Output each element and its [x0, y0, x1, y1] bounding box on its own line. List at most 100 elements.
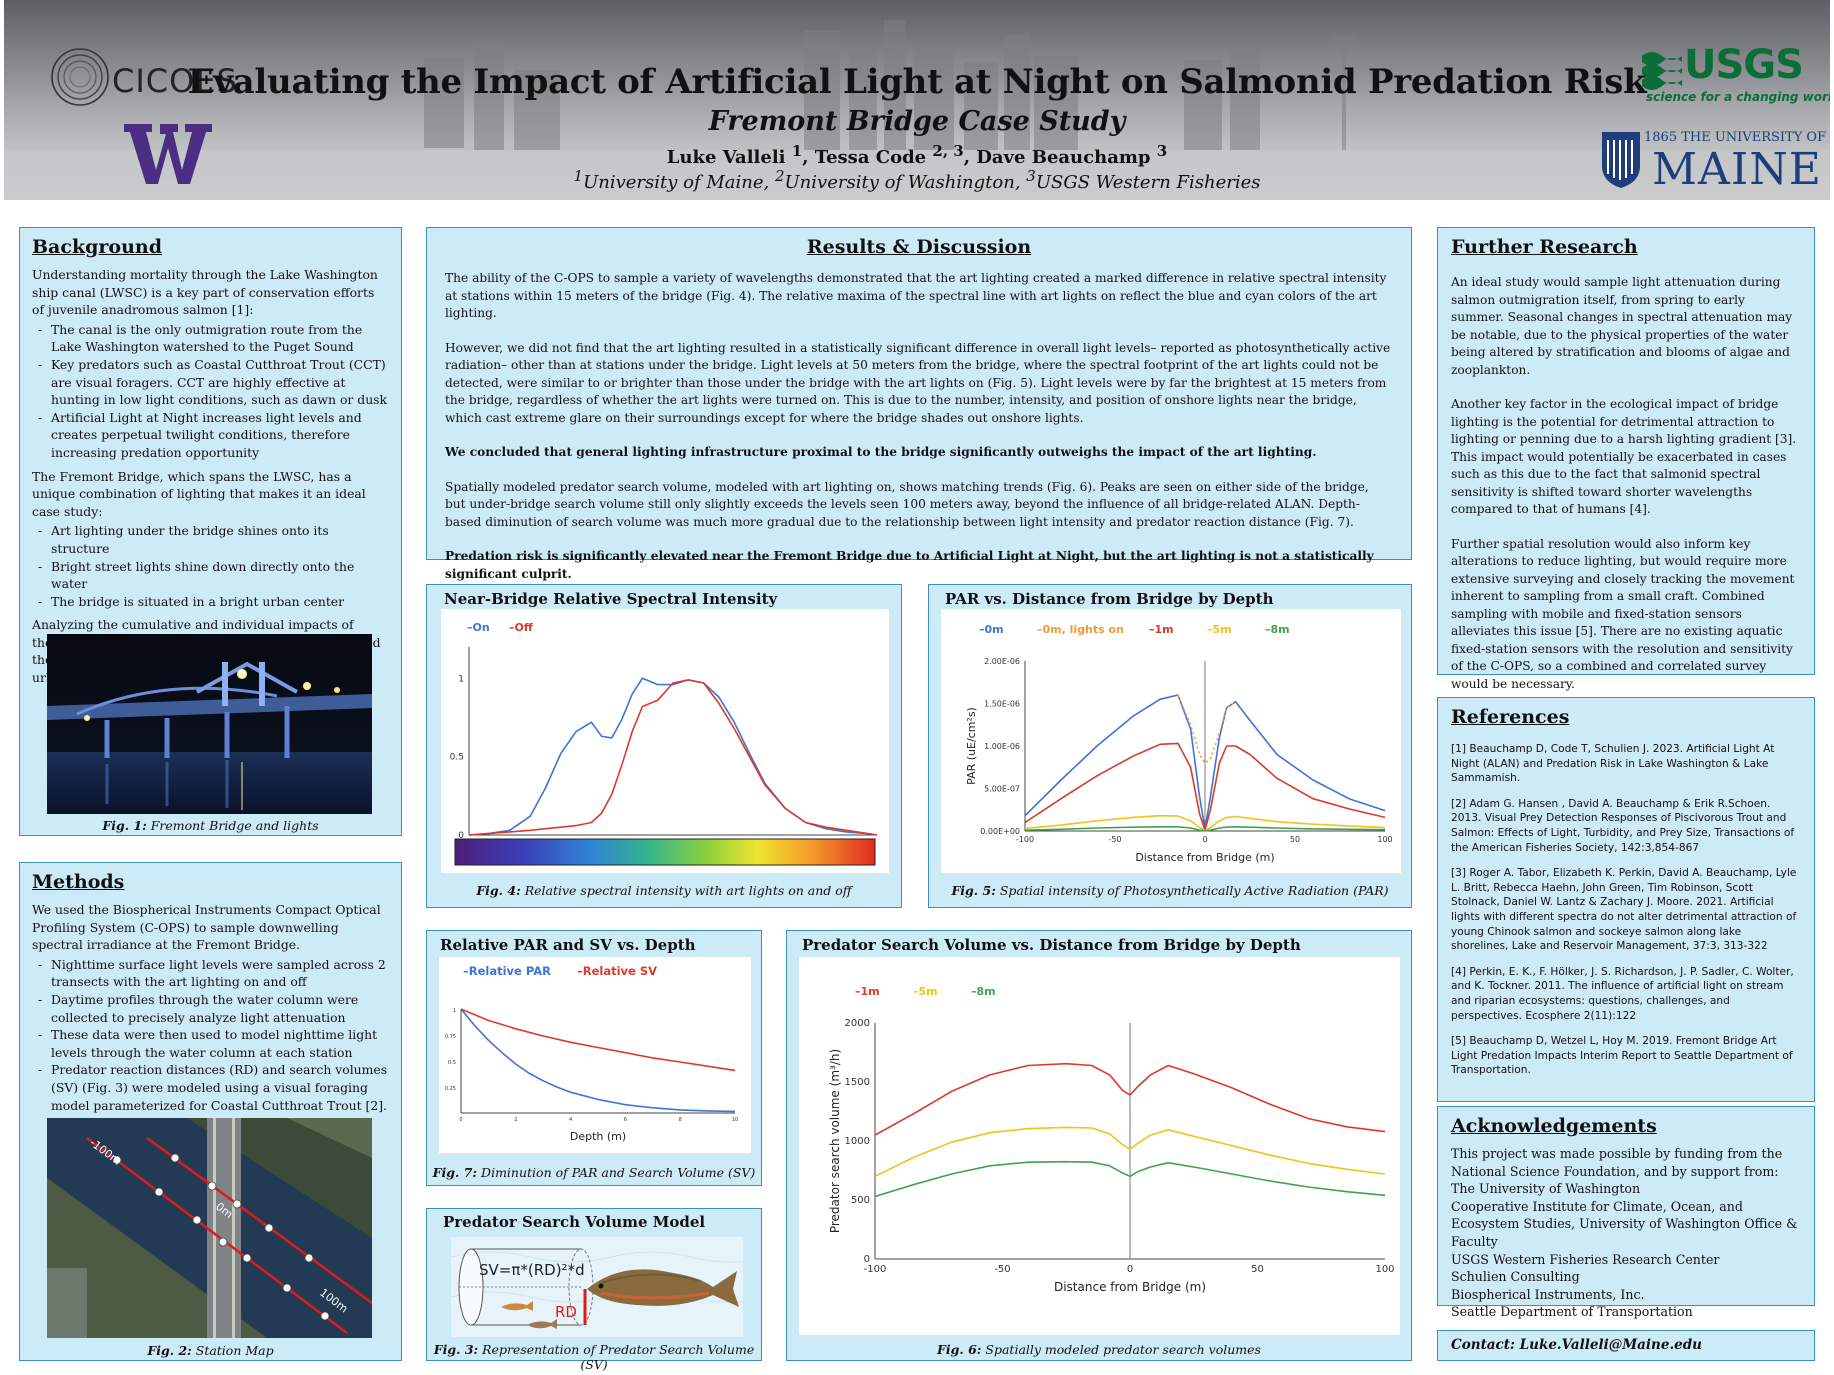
fig5-label: Fig. 5:: [951, 883, 996, 898]
series-line-8m: [1024, 826, 1386, 832]
x-tick-label: 0: [459, 1117, 462, 1123]
fig1-caption: Fig. 1: Fremont Bridge and lights: [20, 818, 401, 833]
legend-entry: –8m: [971, 985, 996, 998]
author-name: Dave Beauchamp: [976, 147, 1151, 168]
series-line-relative-par: [460, 1008, 736, 1113]
fig5-plot-area: 0.00E+00 5.00E-07 1.00E-06 1.50E-06 2.00E-06…: [941, 609, 1401, 873]
references-title: References: [1451, 706, 1570, 728]
results-p4: Spatially modeled predator search volume…: [445, 479, 1369, 529]
series-line-1m: [874, 1062, 1386, 1136]
usgs-wordmark: USGS: [1684, 42, 1804, 88]
y-tick-label: 0.00E+00: [980, 827, 1020, 836]
usgs-tagline: science for a changing world: [1646, 90, 1830, 104]
series-line-relative-sv: [460, 1008, 736, 1072]
y-tick-label: 5.00E-07: [984, 785, 1020, 794]
x-tick-label: 50: [1251, 1264, 1264, 1275]
series-line-8m: [874, 1160, 1386, 1198]
ack-items: The University of Washington Cooperative …: [1451, 1180, 1801, 1321]
fig4-title: Near-Bridge Relative Spectral Intensity: [444, 590, 778, 608]
ack-item: USGS Western Fisheries Research Center: [1451, 1251, 1720, 1267]
ack-item: The University of Washington: [1451, 1181, 1641, 1197]
y-axis-label: Predator search volume (m³/h): [828, 1049, 842, 1233]
cicoes-logo: CICOES: [48, 44, 237, 110]
author-line: Luke Valleli 1, Tessa Code 2, 3, Dave Be…: [666, 142, 1168, 168]
fig5-panel: PAR vs. Distance from Bridge by Depth 0.…: [928, 584, 1412, 908]
legend-entry: –5m: [913, 985, 938, 998]
results-p3: We concluded that general lighting infra…: [445, 445, 1317, 459]
poster-subtitle: Fremont Bridge Case Study: [708, 106, 1126, 137]
results-panel: Results & Discussion The ability of the …: [426, 227, 1412, 581]
background-bullet: The bridge is situated in a bright urban…: [32, 593, 389, 611]
fig1-caption-text: Fremont Bridge and lights: [150, 818, 319, 833]
methods-panel: Methods We used the Biospherical Instrum…: [19, 862, 402, 1361]
salmon-fry-icon: [501, 1301, 557, 1329]
umaine-shield-icon: [1602, 132, 1640, 188]
author-sup: 1: [791, 142, 803, 160]
usgs-wave-icon: [1642, 52, 1682, 90]
x-tick-label: 2: [514, 1117, 517, 1123]
further-body: An ideal study would sample light attenu…: [1451, 274, 1801, 693]
contact-panel: Contact: Luke.Valleli@Maine.edu: [1437, 1330, 1815, 1361]
x-tick-label: 4: [569, 1117, 572, 1123]
series-line-off: [468, 679, 878, 836]
fig5-caption-text: Spatial intensity of Photosynthetically …: [999, 883, 1389, 898]
y-tick-label: 0: [458, 831, 464, 841]
x-tick-label: 0: [1202, 835, 1207, 844]
sv-formula: SV=π*(RD)²*d: [479, 1261, 585, 1279]
cicoes-wordmark: CICOES: [112, 62, 238, 100]
legend-entry: –8m: [1265, 623, 1290, 636]
usgs-logo: USGS science for a changing world: [1640, 42, 1830, 108]
affiliation-sup: 1: [573, 167, 584, 185]
umaine-small-text: 1865 THE UNIVERSITY OF: [1644, 130, 1827, 145]
x-tick-label: 6: [624, 1117, 627, 1123]
y-tick-label: 1500: [845, 1077, 870, 1088]
author-sup: 3: [1156, 142, 1168, 160]
background-title: Background: [32, 236, 162, 258]
fig4-plot-area: 0 0.5 1 –On –Off: [441, 609, 889, 873]
city-skyline-backdrop: [4, 20, 1830, 200]
rd-label: RD: [555, 1303, 577, 1321]
results-p1: The ability of the C-OPS to sample a var…: [445, 271, 1387, 320]
contact-email[interactable]: Contact: Luke.Valleli@Maine.edu: [1451, 1337, 1702, 1353]
fig3-caption: Fig. 3: Representation of Predator Searc…: [427, 1342, 761, 1372]
fig4-caption-text: Relative spectral intensity with art lig…: [524, 883, 852, 898]
x-tick-label: 50: [1290, 835, 1300, 844]
methods-bullet: Daytime profiles through the water colum…: [32, 991, 389, 1026]
background-intro: Understanding mortality through the Lake…: [32, 267, 378, 318]
fig1-label: Fig. 1:: [102, 818, 147, 833]
x-tick-label: -50: [1108, 835, 1121, 844]
x-tick-label: 100: [1377, 835, 1392, 844]
fig5-chart: 0.00E+00 5.00E-07 1.00E-06 1.50E-06 2.00E-06…: [965, 623, 1393, 864]
acknowledgements-panel: Acknowledgements This project was made p…: [1437, 1106, 1815, 1319]
legend-entry: –5m: [1207, 623, 1232, 636]
x-tick-label: -100: [1016, 835, 1034, 844]
further-p2: Another key factor in the ecological imp…: [1451, 397, 1797, 516]
y-tick-label: 0.75: [445, 1034, 456, 1040]
y-tick-label: 2000: [845, 1018, 870, 1029]
affiliation-name: USGS Western Fisheries: [1035, 172, 1261, 193]
results-p2: However, we did not find that the art li…: [445, 340, 1391, 425]
fig7-label: Fig. 7:: [432, 1165, 478, 1180]
fremont-bridge-photo: [47, 634, 372, 814]
legend-entry: –Off: [509, 621, 533, 634]
fig6-title: Predator Search Volume vs. Distance from…: [802, 936, 1301, 954]
methods-bullets: Nighttime surface light levels were samp…: [32, 956, 389, 1114]
y-tick-label: 0.5: [448, 1060, 456, 1066]
legend-entry: –0m: [979, 623, 1004, 636]
header-banner: CICOES Evaluating the Impact of Artifici…: [4, 0, 1830, 200]
affiliation-name: University of Washington: [784, 172, 1015, 193]
further-p3: Further spatial resolution would also in…: [1451, 536, 1795, 691]
series-line-5m: [1024, 814, 1386, 832]
author-name: Luke Valleli: [666, 147, 786, 168]
methods-bullet: Nighttime surface light levels were samp…: [32, 956, 389, 991]
fig6-caption: Fig. 6: Spatially modeled predator searc…: [787, 1342, 1411, 1357]
references-panel: References [1] Beauchamp D, Code T, Schu…: [1437, 697, 1815, 1102]
fig5-title: PAR vs. Distance from Bridge by Depth: [945, 590, 1274, 608]
trout-icon: [587, 1269, 739, 1307]
fig6-label: Fig. 6:: [937, 1342, 982, 1357]
fig4-chart: 0 0.5 1 –On –Off: [450, 621, 878, 866]
reference-item: [1] Beauchamp D, Code T, Schulien J. 202…: [1451, 743, 1775, 785]
ack-body: This project was made possible by fundin…: [1451, 1145, 1801, 1321]
legend-entry: –0m, lights on: [1037, 623, 1124, 636]
uw-logo: [124, 124, 212, 184]
